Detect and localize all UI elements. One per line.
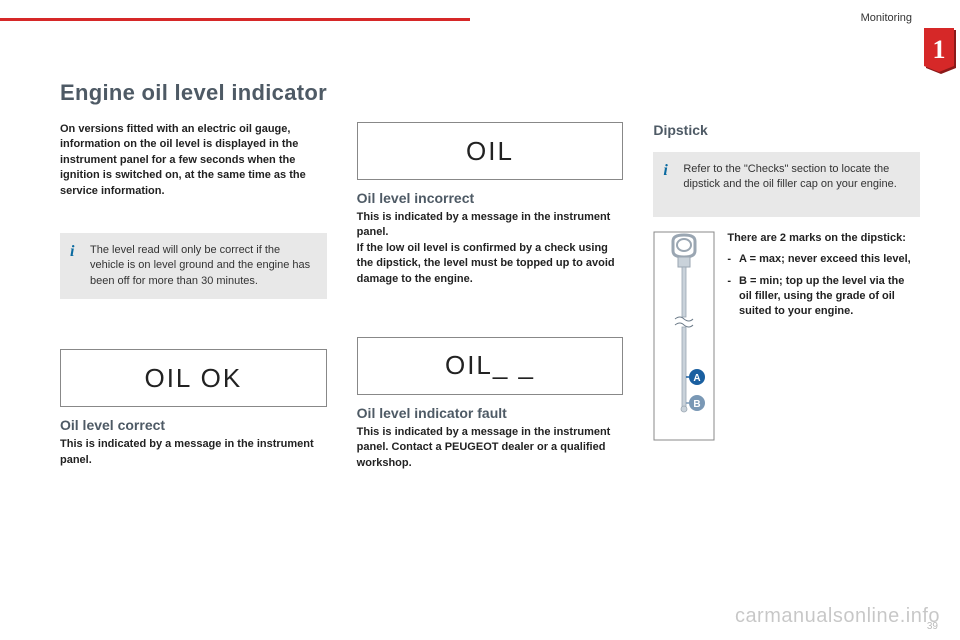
display-oil-fault: OIL_ _ [357,337,624,395]
info-box-text: Refer to the "Checks" section to locate … [683,163,896,190]
page-title: Engine oil level indicator [60,80,920,106]
watermark: carmanualsonline.info [735,605,940,628]
header-accent-bar [0,18,470,21]
heading-oil-correct: Oil level correct [60,417,327,433]
chapter-badge: 1 [922,28,960,76]
text-oil-correct: This is indicated by a message in the in… [60,437,327,468]
dipstick-diagram: A B [653,231,715,446]
column-2: OIL Oil level incorrect This is indicate… [357,122,624,471]
column-1: On versions fitted with an electric oil … [60,122,327,471]
column-3: Dipstick i Refer to the "Checks" section… [653,122,920,471]
info-box-level-read: i The level read will only be correct if… [60,233,327,299]
display-oil-ok: OIL OK [60,349,327,407]
text-oil-fault: This is indicated by a message in the in… [357,425,624,471]
info-icon: i [663,160,667,182]
display-oil: OIL [357,122,624,180]
heading-dipstick: Dipstick [653,122,920,138]
bullets-lead: There are 2 marks on the dipstick: [727,231,920,246]
intro-text: On versions fitted with an electric oil … [60,122,327,199]
heading-oil-fault: Oil level indicator fault [357,405,624,421]
info-box-text: The level read will only be correct if t… [90,244,310,287]
page-number: 39 [927,621,938,632]
heading-oil-incorrect: Oil level incorrect [357,190,624,206]
info-box-dipstick: i Refer to the "Checks" section to locat… [653,152,920,217]
bullet-a: - A = max; never exceed this level, [727,252,920,267]
chapter-number: 1 [933,35,946,64]
text-oil-incorrect: This is indicated by a message in the in… [357,210,624,287]
info-icon: i [70,241,74,263]
section-label: Monitoring [861,12,912,24]
svg-text:B: B [694,399,701,410]
bullet-b: - B = min; top up the level via the oil … [727,274,920,320]
svg-text:A: A [694,373,701,384]
dipstick-bullets: There are 2 marks on the dipstick: - A =… [727,231,920,446]
